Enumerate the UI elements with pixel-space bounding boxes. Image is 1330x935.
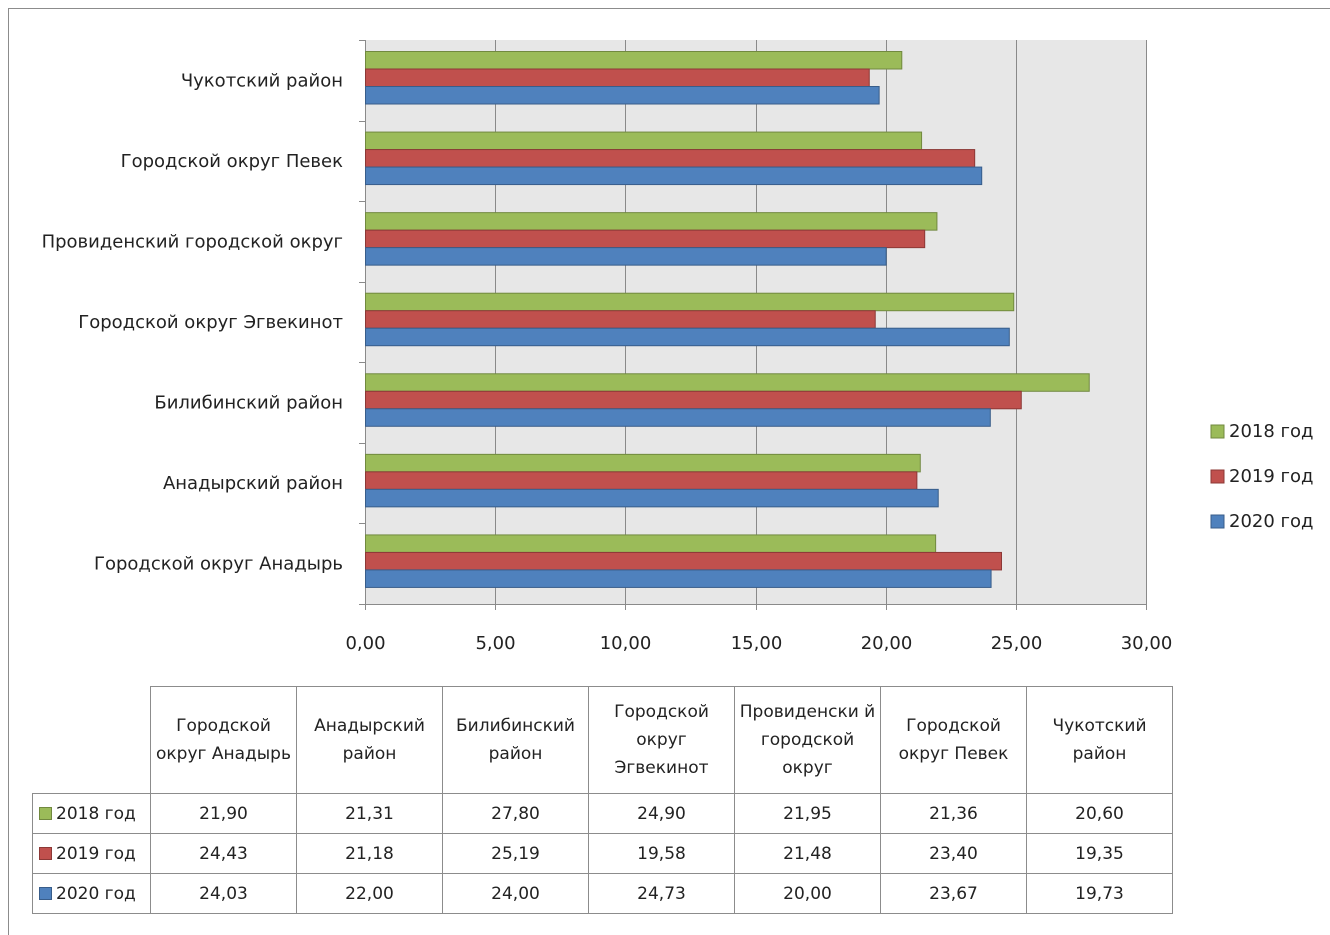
bar xyxy=(365,229,926,249)
bar xyxy=(365,471,918,490)
table-cell: 21,90 xyxy=(150,793,297,834)
table-cell: 21,31 xyxy=(296,793,443,834)
table-header-row: Городской округ Анадырь Анадырский район Б… xyxy=(32,686,1173,794)
bar xyxy=(365,488,939,508)
category-label: Анадырский район xyxy=(163,473,343,494)
table-cell: 19,35 xyxy=(1026,833,1173,874)
bar xyxy=(365,51,903,70)
bar xyxy=(365,534,937,553)
bar xyxy=(365,247,887,266)
table-cell: 19,58 xyxy=(588,833,735,874)
bar xyxy=(365,408,991,427)
bar xyxy=(365,551,1002,571)
table-cell: 19,73 xyxy=(1026,873,1173,914)
table-row-header: 2020 год xyxy=(32,873,151,914)
table-row: 2018 год 21,90 21,31 27,80 24,90 21,95 21,36 20… xyxy=(32,793,1173,834)
table-series-name: 2019 год xyxy=(56,843,136,864)
table-series-name: 2020 год xyxy=(56,883,136,904)
x-tick-label: 30,00 xyxy=(1121,633,1173,654)
table-cell: 27,80 xyxy=(442,793,589,834)
x-tick-label: 0,00 xyxy=(345,633,385,654)
table-cell: 25,19 xyxy=(442,833,589,874)
x-tick-label: 10,00 xyxy=(600,633,652,654)
table-row-header: 2018 год xyxy=(32,793,151,834)
table-legend-swatch xyxy=(39,846,52,860)
table-column-header: Билибинский район xyxy=(442,686,589,794)
bar xyxy=(365,166,983,186)
category-label: Городской округ Анадырь xyxy=(94,554,343,575)
category-label: Билибинский район xyxy=(154,393,343,414)
legend-swatch xyxy=(1210,514,1225,529)
table-column-header: Провиденски й городской округ xyxy=(734,686,881,794)
table-cell: 20,00 xyxy=(734,873,881,914)
table-column-header: Городской округ Анадырь xyxy=(150,686,297,794)
table-column-header: Анадырский район xyxy=(296,686,443,794)
bar xyxy=(365,390,1022,410)
bar xyxy=(365,68,870,87)
bar xyxy=(365,453,921,473)
bar xyxy=(365,373,1090,392)
legend-label: 2019 год xyxy=(1229,466,1313,487)
x-tick-label: 20,00 xyxy=(861,633,913,654)
x-tick-label: 25,00 xyxy=(991,633,1043,654)
legend-label: 2018 год xyxy=(1229,421,1313,442)
table-cell: 23,67 xyxy=(880,873,1027,914)
table-legend-swatch xyxy=(39,806,52,820)
bar xyxy=(365,310,876,329)
table-cell: 22,00 xyxy=(296,873,443,914)
table-cell: 24,00 xyxy=(442,873,589,914)
bar xyxy=(365,569,992,588)
category-label: Городской округ Эгвекинот xyxy=(78,312,343,333)
legend-swatch xyxy=(1210,424,1225,439)
table-cell: 24,90 xyxy=(588,793,735,834)
data-table: Городской округ Анадырь Анадырский район Б… xyxy=(32,686,1173,914)
bar xyxy=(365,131,923,151)
category-label: Городской округ Певек xyxy=(121,151,344,172)
bar xyxy=(365,292,1015,312)
table-cell: 23,40 xyxy=(880,833,1027,874)
table-cell: 21,18 xyxy=(296,833,443,874)
table-row-header: 2019 год xyxy=(32,833,151,874)
table-cell: 21,36 xyxy=(880,793,1027,834)
bar xyxy=(365,149,976,168)
x-tick-label: 15,00 xyxy=(731,633,783,654)
category-label: Чукотский район xyxy=(181,70,343,91)
table-cell: 21,95 xyxy=(734,793,881,834)
legend-label: 2020 год xyxy=(1229,511,1313,532)
legend-swatch xyxy=(1210,469,1225,484)
table-corner-cell xyxy=(32,686,151,794)
table-cell: 24,03 xyxy=(150,873,297,914)
bar xyxy=(365,327,1010,347)
table-row: 2020 год 24,03 22,00 24,00 24,73 20,00 23,67 19… xyxy=(32,873,1173,914)
table-column-header: Городской округ Эгвекинот xyxy=(588,686,735,794)
x-tick-label: 5,00 xyxy=(475,633,515,654)
table-series-name: 2018 год xyxy=(56,803,136,824)
bar xyxy=(365,86,880,105)
table-row: 2019 год 24,43 21,18 25,19 19,58 21,48 23,40 19… xyxy=(32,833,1173,874)
category-label: Провиденский городской округ xyxy=(42,231,343,252)
chart-frame xyxy=(8,8,1330,935)
table-cell: 20,60 xyxy=(1026,793,1173,834)
table-legend-swatch xyxy=(39,886,52,900)
table-cell: 21,48 xyxy=(734,833,881,874)
table-cell: 24,43 xyxy=(150,833,297,874)
table-cell: 24,73 xyxy=(588,873,735,914)
bar xyxy=(365,212,938,231)
table-column-header: Городской округ Певек xyxy=(880,686,1027,794)
table-column-header: Чукотский район xyxy=(1026,686,1173,794)
